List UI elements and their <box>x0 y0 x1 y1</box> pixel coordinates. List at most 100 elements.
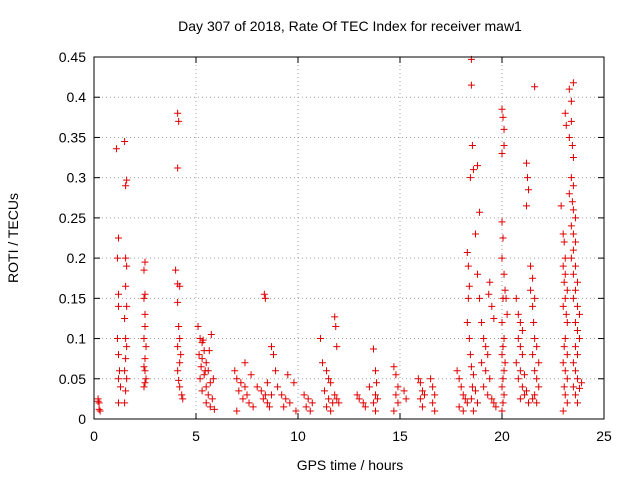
data-point <box>114 375 122 383</box>
data-point <box>455 375 463 383</box>
data-point <box>465 282 473 290</box>
y-tick-label: 0.15 <box>59 290 86 306</box>
data-point <box>202 399 210 407</box>
data-point <box>114 234 122 242</box>
data-point <box>263 379 271 387</box>
data-point <box>292 407 300 415</box>
data-point <box>300 391 308 399</box>
data-point <box>231 367 239 375</box>
data-point <box>559 302 567 310</box>
data-point <box>247 371 255 379</box>
data-point <box>522 387 530 395</box>
data-point <box>457 383 465 391</box>
y-tick-label: 0.05 <box>59 371 86 387</box>
data-point <box>466 174 474 182</box>
data-point <box>332 322 340 330</box>
y-tick-label: 0 <box>78 411 86 427</box>
data-point <box>394 383 402 391</box>
data-point <box>464 262 472 270</box>
data-point <box>533 375 541 383</box>
data-point <box>241 359 249 367</box>
data-point <box>308 399 316 407</box>
data-point <box>498 150 506 158</box>
data-point <box>573 327 581 335</box>
data-point <box>94 397 102 405</box>
data-point <box>498 105 506 113</box>
data-point <box>520 371 528 379</box>
data-point <box>567 174 575 182</box>
data-point <box>142 375 150 383</box>
data-point <box>318 359 326 367</box>
data-point <box>241 383 249 391</box>
data-point <box>333 395 341 403</box>
data-point <box>571 214 579 222</box>
data-point <box>535 383 543 391</box>
data-point <box>113 254 121 262</box>
data-point <box>174 298 182 306</box>
data-point <box>560 343 568 351</box>
data-point <box>576 310 584 318</box>
data-point <box>122 335 130 343</box>
data-point <box>418 403 426 411</box>
data-point <box>569 182 577 190</box>
data-point <box>122 282 130 290</box>
data-point <box>567 117 575 125</box>
data-point <box>284 371 292 379</box>
data-point <box>529 302 537 310</box>
data-point <box>459 391 467 399</box>
x-axis-label: GPS time / hours <box>297 457 404 473</box>
data-point <box>316 335 324 343</box>
data-point <box>206 379 214 387</box>
data-point <box>323 403 331 411</box>
data-point <box>522 159 530 167</box>
data-point <box>471 387 479 395</box>
data-point <box>196 375 204 383</box>
data-point <box>331 391 339 399</box>
data-point <box>500 270 508 278</box>
data-point <box>514 310 522 318</box>
data-point <box>569 383 577 391</box>
data-point <box>418 387 426 395</box>
data-point <box>249 403 257 411</box>
data-point <box>468 141 476 149</box>
data-point <box>194 322 202 330</box>
data-point <box>114 399 122 407</box>
data-point <box>514 375 522 383</box>
data-point <box>265 403 273 411</box>
data-point <box>565 85 573 93</box>
data-point <box>123 375 131 383</box>
data-point <box>394 399 402 407</box>
data-point <box>114 351 122 359</box>
data-point <box>561 254 569 262</box>
data-point <box>245 399 253 407</box>
data-point <box>306 407 314 415</box>
data-point <box>392 391 400 399</box>
data-point <box>560 383 568 391</box>
data-point <box>263 399 271 407</box>
data-point <box>535 359 543 367</box>
data-point <box>140 363 148 371</box>
data-point <box>209 375 217 383</box>
data-point <box>205 347 213 355</box>
data-point <box>402 395 410 403</box>
data-point <box>512 294 520 302</box>
data-point <box>469 166 477 174</box>
data-point <box>569 79 577 87</box>
data-point <box>206 403 214 411</box>
data-point <box>530 318 538 326</box>
data-point <box>372 367 380 375</box>
data-point <box>516 343 524 351</box>
chart-title: Day 307 of 2018, Rate Of TEC Index for r… <box>178 18 522 34</box>
data-point <box>567 222 575 230</box>
data-point <box>233 375 241 383</box>
data-point <box>122 387 130 395</box>
data-point <box>531 391 539 399</box>
data-point <box>195 351 203 359</box>
data-point <box>464 294 472 302</box>
data-point <box>141 258 149 266</box>
data-point <box>372 391 380 399</box>
data-point <box>518 351 526 359</box>
data-point <box>568 141 576 149</box>
data-point <box>501 359 509 367</box>
data-point <box>569 359 577 367</box>
